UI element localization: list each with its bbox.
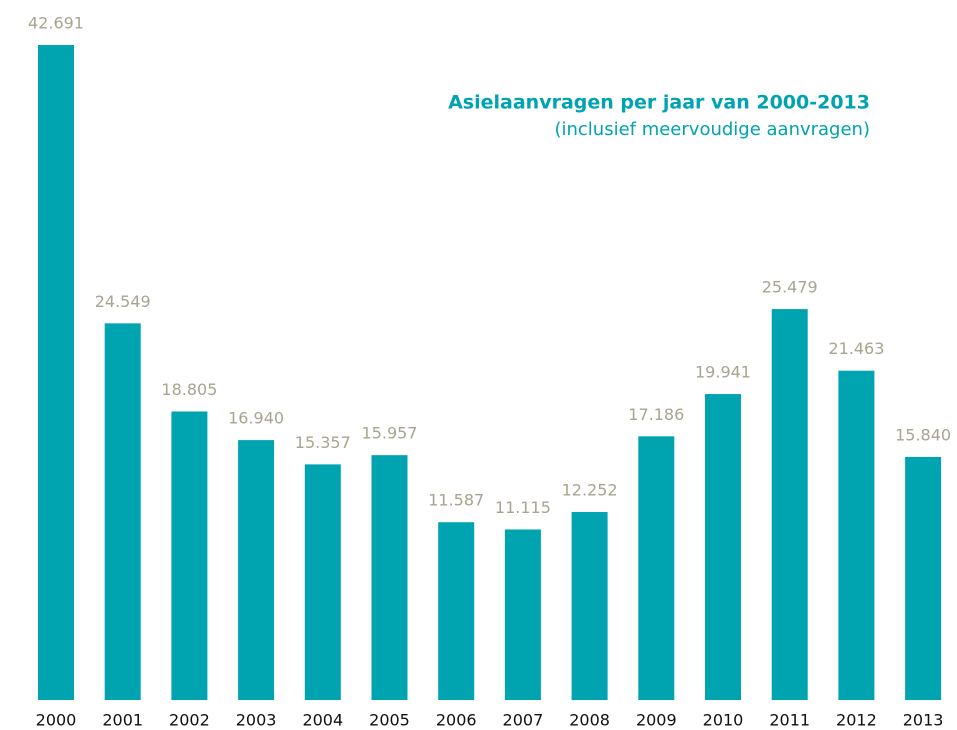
x-tick-label: 2011	[769, 711, 810, 730]
bar	[171, 411, 208, 700]
chart-title: Asielaanvragen per jaar van 2000-2013	[448, 92, 870, 114]
bar	[38, 45, 74, 700]
value-label: 16.940	[228, 409, 284, 428]
x-tick-label: 2007	[503, 711, 544, 730]
value-label: 17.186	[628, 405, 684, 424]
bar	[238, 440, 275, 700]
bar	[838, 370, 875, 700]
bar	[371, 455, 408, 700]
bar	[705, 394, 741, 700]
value-label: 21.463	[828, 339, 884, 358]
bar	[304, 464, 341, 700]
value-label: 12.252	[562, 481, 618, 500]
x-tick-label: 2010	[703, 711, 744, 730]
chart-subtitle: (inclusief meervoudige aanvragen)	[554, 119, 870, 140]
bar	[104, 323, 141, 700]
bar	[771, 309, 808, 700]
x-tick-label: 2002	[169, 711, 210, 730]
value-label: 15.357	[295, 433, 351, 452]
x-tick-label: 2001	[102, 711, 143, 730]
value-label: 15.840	[895, 425, 951, 444]
bar	[638, 436, 675, 700]
x-tick-label: 2006	[436, 711, 477, 730]
bar	[571, 512, 608, 700]
bar	[504, 529, 541, 700]
value-label: 42.691	[28, 14, 84, 33]
x-tick-label: 2004	[302, 711, 343, 730]
x-tick-label: 2009	[636, 711, 677, 730]
x-tick-label: 2005	[369, 711, 410, 730]
x-tick-label: 2012	[836, 711, 877, 730]
value-label: 24.549	[95, 292, 151, 311]
value-label: 18.805	[161, 380, 217, 399]
x-tick-label: 2008	[569, 711, 610, 730]
value-label: 11.587	[428, 491, 484, 510]
x-tick-label: 2003	[236, 711, 277, 730]
value-label: 25.479	[762, 278, 818, 297]
value-label: 15.957	[362, 424, 418, 443]
bar	[438, 522, 475, 700]
bar	[905, 456, 942, 700]
x-tick-label: 2013	[903, 711, 944, 730]
value-label: 19.941	[695, 363, 751, 382]
value-label: 11.115	[495, 498, 551, 517]
x-tick-label: 2000	[36, 711, 77, 730]
